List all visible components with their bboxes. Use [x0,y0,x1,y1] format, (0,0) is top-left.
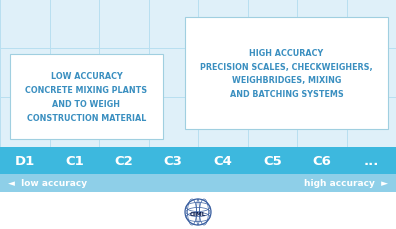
Text: C2: C2 [114,154,133,167]
Text: ◄  low accuracy: ◄ low accuracy [8,179,87,188]
Bar [0,174,396,192]
Text: C6: C6 [312,154,331,167]
Text: C4: C4 [213,154,232,167]
Text: C3: C3 [164,154,183,167]
Text: D1: D1 [15,154,35,167]
Bar [185,18,388,129]
Bar [0,0,396,147]
Text: C5: C5 [263,154,282,167]
Text: high accuracy  ►: high accuracy ► [304,179,388,188]
Text: OIML: OIML [190,212,206,217]
Bar [10,55,163,139]
Text: ...: ... [364,154,379,167]
Text: C1: C1 [65,154,84,167]
Text: LOW ACCURACY
CONCRETE MIXING PLANTS
AND TO WEIGH
CONSTRUCTION MATERIAL: LOW ACCURACY CONCRETE MIXING PLANTS AND … [25,72,148,122]
Bar [0,147,396,174]
Circle shape [185,199,211,225]
Text: HIGH ACCURACY
PRECISION SCALES, CHECKWEIGHERS,
WEIGHBRIDGES, MIXING
AND BATCHING: HIGH ACCURACY PRECISION SCALES, CHECKWEI… [200,49,373,99]
